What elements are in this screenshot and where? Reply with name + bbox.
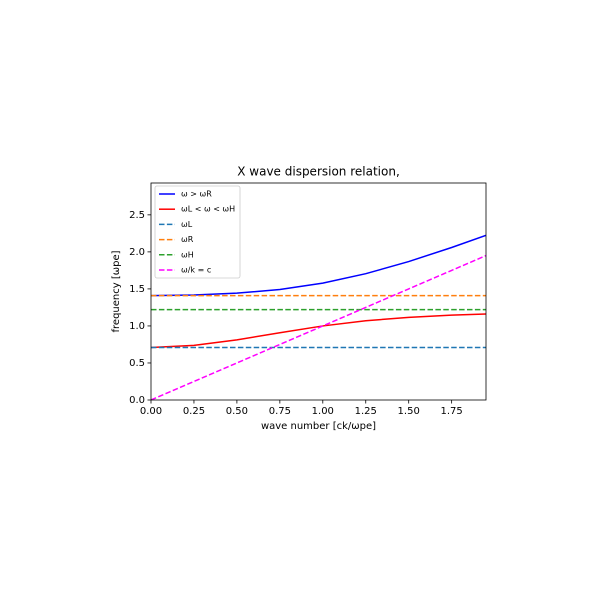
x-tick-label: 0.50	[226, 406, 248, 417]
axes-frame	[150, 182, 487, 401]
legend-label: ωL	[181, 220, 193, 229]
legend-box	[154, 185, 241, 279]
y-tick-label: 2.5	[129, 210, 145, 221]
legend-label: ωH	[181, 250, 194, 259]
legend-label: ωL < ω < ωH	[181, 205, 235, 214]
y-axis-label: frequency [ωpe]	[111, 250, 122, 332]
chart-title: X wave dispersion relation,	[237, 165, 400, 179]
x-tick-label: 0.75	[269, 406, 291, 417]
x-tick-label: 1.50	[398, 406, 420, 417]
y-tick-label: 1.0	[129, 321, 145, 332]
y-tick-label: 2.0	[129, 247, 145, 258]
series-line	[151, 313, 486, 349]
x-axis-label: wave number [ck/ωpe]	[261, 421, 376, 432]
y-tick-label: 0.0	[129, 395, 145, 406]
legend-label: ω > ωR	[181, 190, 212, 199]
y-tick-label: 1.5	[129, 284, 145, 295]
x-tick-label: 1.75	[441, 406, 463, 417]
plot-area	[151, 234, 486, 400]
legend-label: ωR	[181, 235, 194, 244]
x-tick-label: 1.00	[312, 406, 334, 417]
legend-label: ω/k = c	[181, 266, 211, 275]
series-line	[151, 254, 486, 400]
x-tick-label: 0.00	[140, 406, 162, 417]
y-tick-label: 0.5	[129, 358, 145, 369]
x-tick-label: 1.25	[355, 406, 377, 417]
series-line	[151, 234, 486, 297]
x-tick-label: 0.25	[183, 406, 205, 417]
